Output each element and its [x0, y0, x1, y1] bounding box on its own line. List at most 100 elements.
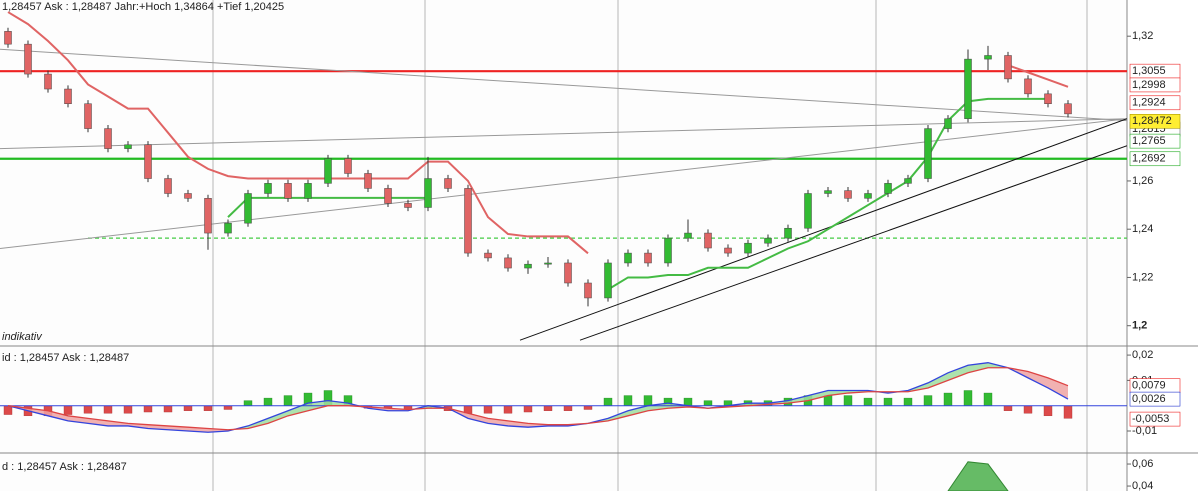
candle-body — [4, 31, 12, 45]
trendline — [0, 118, 1127, 249]
y-tick-label: -0,01 — [1132, 425, 1157, 437]
candle-body — [464, 188, 472, 254]
candle-body — [344, 158, 352, 174]
histogram-bar — [923, 395, 933, 406]
histogram-bar — [103, 405, 113, 414]
price-label-box — [1129, 411, 1181, 427]
histogram-bar — [683, 397, 693, 406]
area — [947, 461, 1009, 491]
candle-body — [284, 183, 292, 199]
candle-body — [144, 144, 152, 179]
price-label-box — [1129, 77, 1181, 93]
annotation: indikativ — [2, 331, 43, 343]
candle-body — [204, 198, 212, 234]
candle-body — [784, 227, 792, 239]
candle-body — [1044, 93, 1052, 104]
candle-body — [84, 103, 92, 129]
line — [7, 362, 1069, 433]
line — [227, 196, 428, 218]
crossover-fill — [928, 372, 948, 388]
candle-body — [904, 178, 912, 184]
price-label: 1,3055 — [1132, 65, 1166, 77]
candle-body — [804, 193, 812, 229]
y-tick-label: 1,24 — [1132, 223, 1153, 235]
y-tick-label: 1,26 — [1132, 175, 1153, 187]
candle-body — [1024, 78, 1032, 95]
candle-body — [864, 193, 872, 199]
candle-body — [964, 58, 972, 119]
histogram-bar — [883, 397, 893, 406]
histogram-bar — [223, 405, 233, 410]
histogram-bar — [563, 405, 573, 411]
price-label-box — [1129, 114, 1181, 129]
histogram-bar — [1063, 405, 1073, 419]
price-label: 1,2924 — [1132, 97, 1166, 109]
candle-body — [64, 88, 72, 104]
crossover-fill — [288, 403, 308, 416]
price-label: -0,0053 — [1132, 413, 1169, 425]
candle-body — [764, 237, 772, 244]
trendline — [0, 118, 1127, 150]
histogram-bar — [83, 405, 93, 414]
histogram-bar — [583, 405, 593, 410]
candle-body — [624, 252, 632, 264]
histogram-bar — [903, 397, 913, 406]
crossover-fill — [1048, 377, 1068, 400]
crossover-fill — [48, 410, 68, 421]
candle-body — [124, 144, 132, 149]
candle-body — [724, 247, 732, 254]
candle-body — [484, 252, 492, 259]
price-label-box — [1129, 95, 1181, 111]
histogram-bar — [503, 405, 513, 414]
candle-body — [384, 188, 392, 204]
candle-body — [364, 173, 372, 189]
candle-body — [544, 262, 552, 265]
trendline — [579, 145, 1127, 341]
histogram-bar — [1043, 405, 1053, 417]
line — [7, 367, 1069, 431]
price-label-box — [1129, 151, 1181, 167]
price-label-box — [1129, 391, 1181, 407]
candle-body — [104, 128, 112, 149]
y-tick-label: 1,32 — [1132, 30, 1153, 42]
candle-body — [324, 158, 332, 184]
histogram-bar — [1003, 405, 1013, 411]
candle-body — [944, 118, 952, 129]
candle-body — [304, 183, 312, 199]
candle-body — [404, 203, 412, 208]
price-label: 1,2765 — [1132, 135, 1166, 147]
candle-body — [164, 178, 172, 194]
crossover-fill — [948, 365, 968, 381]
panel-title: d : 1,28457 Ask : 1,28487 — [2, 461, 127, 473]
histogram-bar — [963, 390, 973, 406]
histogram-bar — [843, 395, 853, 406]
price-label: 1,2692 — [1132, 153, 1166, 165]
candle-body — [704, 232, 712, 249]
candle-body — [684, 232, 692, 239]
histogram-bar — [163, 405, 173, 413]
histogram-bar — [623, 395, 633, 406]
candle-body — [604, 262, 612, 299]
panel — [0, 11, 1127, 341]
candle-body — [244, 193, 252, 224]
candle-body — [584, 282, 592, 299]
histogram-bar — [543, 405, 553, 411]
price-label: 0,0079 — [1132, 380, 1166, 392]
histogram-bar — [983, 392, 993, 406]
histogram-bar — [943, 392, 953, 406]
candle-body — [184, 193, 192, 199]
candle-body — [504, 257, 512, 269]
candle-body — [884, 183, 892, 194]
line — [1007, 64, 1069, 88]
line — [7, 11, 589, 255]
crossover-fill — [1028, 371, 1048, 388]
histogram-bar — [283, 395, 293, 406]
histogram-bar — [523, 405, 533, 413]
price-label: 1,2998 — [1132, 79, 1166, 91]
histogram-bar — [123, 405, 133, 414]
candle-body — [44, 73, 52, 90]
candle-body — [564, 262, 572, 284]
panel — [0, 362, 1127, 433]
candle-body — [664, 237, 672, 264]
